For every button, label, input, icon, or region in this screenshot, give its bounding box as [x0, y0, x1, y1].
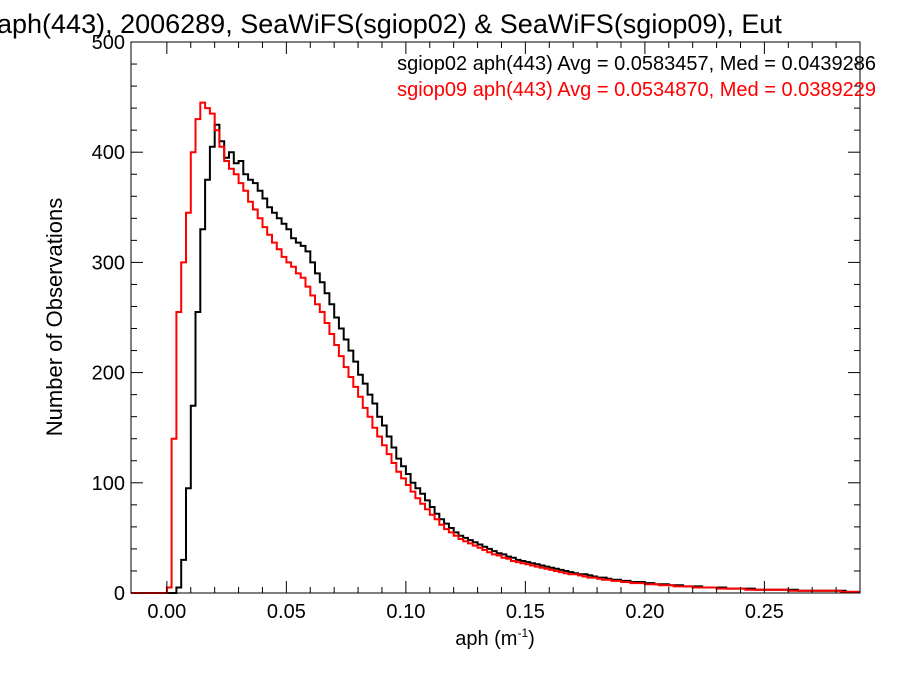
- y-tick-label: 300: [92, 252, 125, 274]
- y-tick-label: 200: [92, 363, 125, 385]
- x-axis-label: aph (m-1): [455, 626, 535, 650]
- y-tick-label: 500: [92, 32, 125, 54]
- series-layer: [131, 101, 860, 594]
- x-axis-label-superscript: -1: [517, 626, 528, 640]
- y-tick-label: 100: [92, 473, 125, 495]
- chart-title: aph(443), 2006289, SeaWiFS(sgiop02) & Se…: [0, 9, 782, 39]
- y-tick-label: 0: [114, 583, 125, 605]
- x-tick-label: 0.10: [386, 601, 425, 623]
- series-sgiop09-line: [131, 101, 860, 594]
- x-tick-label: 0.20: [625, 601, 664, 623]
- y-axis-label: Number of Observations: [42, 198, 67, 436]
- x-axis-label-close: ): [528, 628, 535, 650]
- x-axis: 0.00 0.05 0.10 0.15 0.20 0.25: [147, 42, 861, 623]
- y-axis: 0 100 200 300 400 500: [92, 32, 860, 605]
- plot-frame: [130, 41, 861, 594]
- x-tick-label: 0.25: [745, 601, 784, 623]
- y-tick-label: 400: [92, 142, 125, 164]
- x-tick-label: 0.05: [267, 601, 306, 623]
- x-tick-label: 0.00: [147, 601, 186, 623]
- annotation-sgiop02: sgiop02 aph(443) Avg = 0.0583457, Med = …: [397, 53, 876, 75]
- x-axis-label-text: aph (m: [455, 628, 517, 650]
- annotation-sgiop09: sgiop09 aph(443) Avg = 0.0534870, Med = …: [397, 79, 876, 101]
- x-tick-label: 0.15: [506, 601, 545, 623]
